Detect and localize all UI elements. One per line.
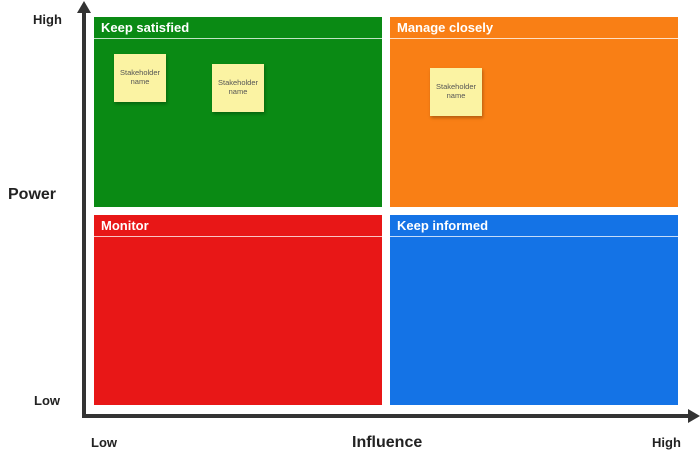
y-axis-low-label: Low: [34, 393, 60, 408]
quadrant-title: Manage closely: [397, 20, 494, 35]
quadrant-title: Keep informed: [397, 218, 489, 233]
x-axis-title: Influence: [352, 434, 423, 451]
sticky-note[interactable]: Stakeholder name: [430, 68, 482, 116]
y-axis-arrowhead: [77, 1, 91, 13]
sticky-note[interactable]: Stakeholder name: [212, 64, 264, 112]
quadrant-header-divider: [390, 236, 678, 237]
y-axis-title: Power: [8, 186, 57, 203]
quadrant-keep-satisfied[interactable]: Keep satisfied: [94, 17, 382, 207]
quadrant-title: Keep satisfied: [101, 20, 190, 35]
sticky-note[interactable]: Stakeholder name: [114, 54, 166, 102]
x-axis-high-label: High: [652, 435, 681, 450]
quadrant-header-divider: [390, 38, 678, 39]
y-axis-high-label: High: [33, 12, 62, 27]
quadrant-header-divider: [94, 38, 382, 39]
quadrant-header-divider: [94, 236, 382, 237]
quadrant-title: Monitor: [101, 218, 149, 233]
quadrant-monitor[interactable]: Monitor: [94, 215, 382, 405]
x-axis-arrowhead: [688, 409, 700, 423]
quadrant-keep-informed[interactable]: Keep informed: [390, 215, 678, 405]
x-axis-low-label: Low: [91, 435, 117, 450]
